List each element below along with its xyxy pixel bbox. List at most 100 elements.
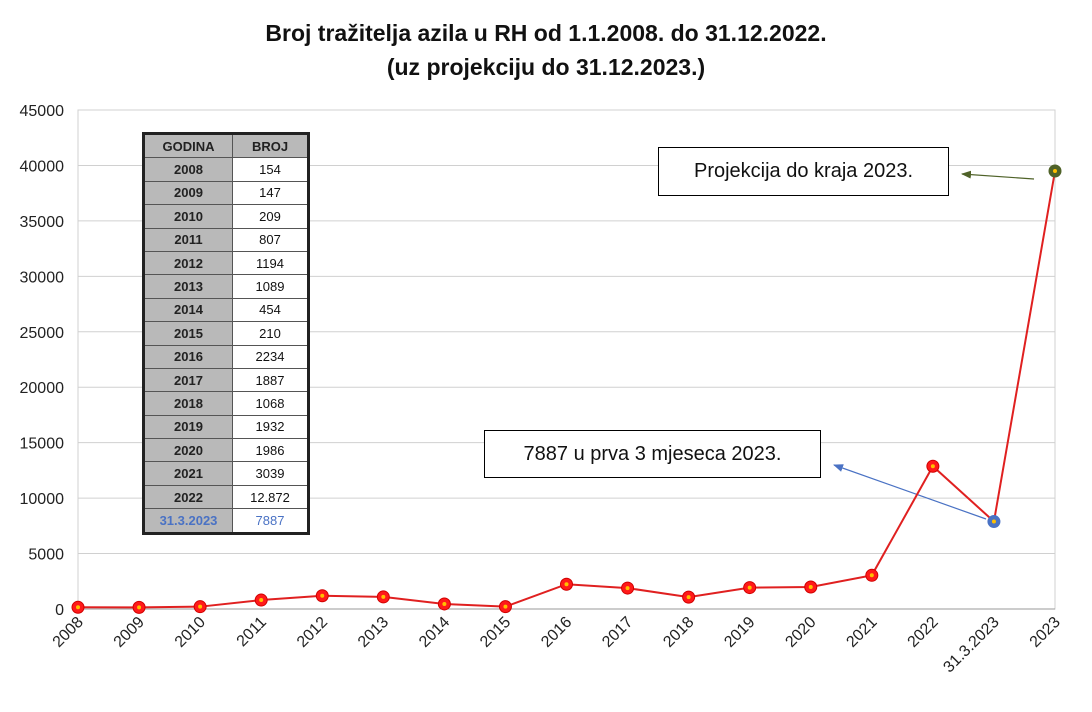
table-cell-count: 2234	[232, 344, 309, 369]
table-cell-year: 2017	[143, 367, 233, 393]
chart-title: Broj tražitelja azila u RH od 1.1.2008. …	[265, 20, 827, 46]
table-cell-count: 454	[232, 297, 309, 323]
table-row: 2013 1089	[143, 274, 309, 299]
annotation-arrows	[833, 170, 1035, 520]
x-tick-label: 2019	[721, 614, 758, 651]
table-cell-year: 2009	[143, 180, 233, 206]
data-point-center	[991, 519, 996, 524]
y-tick-label: 45000	[20, 103, 65, 120]
x-tick-label: 2016	[538, 614, 575, 651]
table-row: 2014 454	[143, 297, 309, 323]
annotation-first-quarter: 7887 u prva 3 mjeseca 2023.	[484, 430, 821, 478]
table-row: 31.3.2023 7887	[143, 508, 309, 534]
y-tick-label: 0	[55, 602, 64, 619]
table-cell-count: 1986	[232, 438, 309, 463]
data-point-center	[381, 594, 386, 599]
table-row: 2009 147	[143, 180, 309, 206]
annotation-projection: Projekcija do kraja 2023.	[658, 147, 949, 196]
x-tick-label: 2017	[599, 614, 636, 651]
x-tick-label: 2023	[1027, 614, 1064, 651]
table-cell-count: 1089	[232, 274, 309, 299]
data-table: GODINA BROJ 2008 154 2009 147 2010 209 2011 807…	[142, 132, 310, 535]
x-tick-label: 2008	[50, 614, 87, 651]
table-cell-year: 2015	[143, 321, 233, 346]
data-point-center	[442, 601, 447, 606]
table-row: 2020 1986	[143, 438, 309, 463]
x-tick-label: 2018	[660, 614, 697, 651]
table-cell-count: 1194	[232, 250, 309, 276]
table-row: 2010 209	[143, 204, 309, 229]
table-row: 2011 807	[143, 227, 309, 252]
table-header-count: BROJ	[232, 132, 309, 159]
x-tick-label: 2011	[234, 614, 270, 650]
table-row: 2022 12.872	[143, 484, 309, 510]
table-cell-year: 2021	[143, 461, 233, 486]
y-tick-label: 30000	[20, 269, 65, 286]
y-axis: 0 5000 10000 15000 20000 25000 30000 35000 40000…	[20, 103, 65, 619]
data-point-center	[869, 573, 874, 578]
data-point-center	[137, 605, 142, 610]
data-point-center	[747, 585, 752, 590]
y-tick-label: 20000	[20, 380, 65, 397]
data-point-center	[1053, 168, 1057, 173]
table-row: 2015 210	[143, 321, 309, 346]
table-cell-count: 807	[232, 227, 309, 252]
x-tick-label: 2015	[477, 614, 514, 651]
table-cell-count: 1887	[232, 367, 309, 393]
y-tick-label: 10000	[20, 491, 65, 508]
x-axis: 2008 2009 2010 2011 2012 2013 2014 2015 2016 2017…	[50, 614, 1064, 676]
x-tick-label: 2009	[111, 614, 148, 651]
table-cell-year: 2016	[143, 344, 233, 369]
y-tick-label: 40000	[20, 158, 65, 175]
data-point-center	[76, 605, 80, 610]
x-tick-label: 2012	[294, 614, 331, 651]
table-cell-count: 147	[232, 180, 309, 206]
table-cell-count: 1068	[232, 391, 309, 416]
table-header-year: GODINA	[143, 132, 233, 159]
data-point-center	[503, 604, 508, 609]
x-tick-label: 2021	[843, 614, 880, 651]
table-cell-count: 12.872	[232, 484, 309, 510]
data-point-center	[625, 586, 630, 591]
table-cell-count: 209	[232, 204, 309, 229]
table-cell-year: 2008	[143, 157, 233, 182]
table-row: 2019 1932	[143, 414, 309, 440]
table-row: 2012 1194	[143, 250, 309, 276]
table-cell-year: 2010	[143, 204, 233, 229]
data-point-center	[808, 584, 813, 589]
data-point-center	[259, 598, 264, 603]
table-cell-count: 3039	[232, 461, 309, 486]
x-tick-label: 2013	[355, 614, 392, 651]
y-tick-label: 15000	[20, 436, 65, 453]
table-cell-year: 2020	[143, 438, 233, 463]
table-cell-year: 31.3.2023	[143, 508, 233, 534]
table-row: 2018 1068	[143, 391, 309, 416]
table-cell-year: 2018	[143, 391, 233, 416]
chart-subtitle: (uz projekciju do 31.12.2023.)	[386, 54, 706, 80]
x-tick-label: 2022	[905, 614, 942, 651]
table-cell-year: 2019	[143, 414, 233, 440]
table-cell-count: 154	[232, 157, 309, 182]
arrow-projection	[961, 170, 1035, 180]
table-row: 2008 154	[143, 157, 309, 182]
data-point-center	[930, 464, 935, 469]
x-tick-label: 2014	[416, 614, 453, 651]
table-cell-count: 210	[232, 321, 309, 346]
table-cell-year: 2022	[143, 484, 233, 510]
table-row: 2021 3039	[143, 461, 309, 486]
table-cell-count: 1932	[232, 414, 309, 440]
table-cell-year: 2013	[143, 274, 233, 299]
data-point-center	[320, 593, 325, 598]
y-tick-label: 5000	[28, 547, 64, 564]
data-point-center	[564, 582, 569, 587]
x-tick-label: 2010	[172, 614, 209, 651]
table-row: 2017 1887	[143, 367, 309, 393]
table-cell-count: 7887	[232, 508, 309, 534]
x-tick-label: 2020	[782, 614, 819, 651]
table-cell-year: 2012	[143, 250, 233, 276]
series-line	[71, 164, 1062, 614]
y-tick-label: 35000	[20, 214, 65, 231]
table-cell-year: 2014	[143, 297, 233, 323]
y-tick-label: 25000	[20, 325, 65, 342]
data-point-center	[686, 595, 691, 600]
